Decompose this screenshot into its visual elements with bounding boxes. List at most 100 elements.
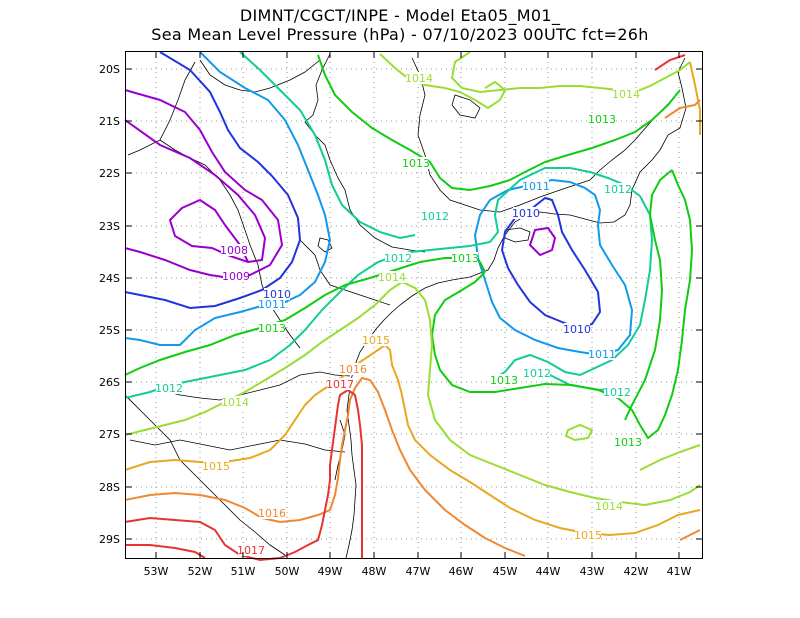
lon-label-41w: 41W: [667, 565, 692, 578]
lon-label-45w: 45W: [493, 565, 518, 578]
isobar-labels: 1014 1014 1013 1013 1011 1012 1010 1012 …: [155, 72, 642, 557]
lon-label-42w: 42W: [624, 565, 649, 578]
lat-label-23s: 23S: [99, 220, 120, 233]
lon-label-51w: 51W: [231, 565, 256, 578]
isobar-label: 1011: [258, 298, 286, 311]
isobar-1015-main: [124, 343, 701, 537]
isobar-1017-ne: [654, 54, 686, 71]
lagoa-dos-patos: [334, 419, 346, 481]
state-border-mg-sp: [304, 53, 426, 253]
isobar-label: 1010: [263, 288, 291, 301]
isobars: [124, 51, 701, 562]
state-border-mg-rj: [411, 57, 591, 213]
isobar-label: 1013: [614, 436, 642, 449]
isobar-1014-main: [124, 280, 701, 507]
isobar-label: 1013: [402, 157, 430, 170]
isobar-1015-ne: [689, 61, 701, 135]
isobar-1014-se: [639, 444, 701, 471]
atlantic-coastline: [345, 57, 687, 559]
isobar-label: 1008: [220, 244, 248, 257]
isobar-1012-north: [239, 51, 416, 240]
isobar-label: 1016: [258, 507, 286, 520]
map-title-line1: DIMNT/CGCT/INPE - Model Eta05_M01_: [239, 6, 561, 25]
isobar-label: 1012: [603, 386, 631, 399]
isobar-1013-north: [317, 54, 681, 192]
isobar-label: 1014: [612, 88, 640, 101]
lake-1: [451, 94, 481, 119]
state-border-sc-rs: [129, 439, 346, 453]
lon-label-49w: 49W: [318, 565, 343, 578]
lon-label-50w: 50W: [275, 565, 300, 578]
isobar-1010-west: [124, 51, 302, 310]
isobar-1008-west: [124, 119, 267, 264]
lat-label-28s: 28S: [99, 481, 120, 494]
isobar-1012-east: [494, 195, 654, 379]
isobar-label: 1015: [574, 529, 602, 542]
lat-label-25s: 25S: [99, 324, 120, 337]
state-border-es: [589, 89, 681, 181]
isobar-label: 1017: [237, 544, 265, 557]
lon-label-53w: 53W: [144, 565, 169, 578]
lon-label-43w: 43W: [580, 565, 605, 578]
isobar-label: 1011: [522, 180, 550, 193]
isobar-label: 1010: [512, 207, 540, 220]
lat-label-24s: 24S: [99, 272, 120, 285]
isobar-1009: [124, 89, 284, 280]
isobar-label: 1013: [490, 374, 518, 387]
lon-label-52w: 52W: [188, 565, 213, 578]
lat-label-29s: 29S: [99, 533, 120, 546]
isobar-1013-east: [430, 169, 694, 440]
ms-border: [127, 61, 196, 156]
lat-lon-grid: [126, 52, 702, 558]
lat-label-26s: 26S: [99, 376, 120, 389]
isobar-label: 1012: [384, 252, 412, 265]
isobar-1014-north-b: [450, 51, 691, 94]
isobar-label: 1015: [362, 334, 390, 347]
lon-label-48w: 48W: [362, 565, 387, 578]
lat-label-20s: 20S: [99, 63, 120, 76]
isobar-label: 1013: [451, 252, 479, 265]
isobar-1011-east: [473, 178, 634, 357]
isobar-label: 1012: [155, 382, 183, 395]
isobar-label: 1013: [588, 113, 616, 126]
isobar-label: 1015: [202, 460, 230, 473]
isobar-label: 1014: [405, 72, 433, 85]
isobar-label: 1014: [221, 396, 249, 409]
state-border-pr-sc: [159, 371, 351, 401]
lat-label-22s: 22S: [99, 167, 120, 180]
isobar-1014-north: [379, 53, 507, 110]
axis-ticks: [126, 52, 702, 558]
lat-label-21s: 21S: [99, 115, 120, 128]
mg-go-border: [199, 59, 321, 93]
longitude-labels: 53W 52W 51W 50W 49W 48W 47W 46W 45W 44W …: [144, 565, 692, 578]
isobar-1017-main: [124, 388, 363, 562]
lon-label-44w: 44W: [536, 565, 561, 578]
isobar-1016-se: [679, 529, 701, 541]
isobar-label: 1014: [595, 500, 623, 513]
isobar-label: 1012: [523, 367, 551, 380]
lon-label-47w: 47W: [406, 565, 431, 578]
lat-label-27s: 27S: [99, 428, 120, 441]
isobar-label: 1009: [222, 270, 250, 283]
isobar-label: 1013: [258, 322, 286, 335]
isobar-label: 1014: [378, 271, 406, 284]
isobar-label: 1016: [339, 363, 367, 376]
isobar-1016-ne: [664, 99, 701, 119]
argentina-border: [124, 394, 286, 556]
state-border-sp-pr: [299, 239, 391, 306]
isobar-1013-main: [124, 257, 486, 376]
isobar-1016-main: [124, 376, 526, 557]
isobar-label: 1012: [421, 210, 449, 223]
isobar-1017-sw: [125, 544, 206, 559]
isobar-1014-small: [564, 423, 594, 442]
isobar-1011-west: [124, 51, 332, 346]
isobar-label: 1017: [326, 378, 354, 391]
map-frame: [125, 51, 703, 559]
isobar-label: 1010: [563, 323, 591, 336]
map-title-line2: Sea Mean Level Pressure (hPa) - 07/10/20…: [151, 25, 649, 44]
latitude-labels: 20S 21S 22S 23S 24S 25S 26S 27S 28S 29S: [99, 63, 120, 546]
isobar-1013-closing: [624, 169, 673, 421]
lon-label-46w: 46W: [449, 565, 474, 578]
isobar-label: 1011: [588, 348, 616, 361]
